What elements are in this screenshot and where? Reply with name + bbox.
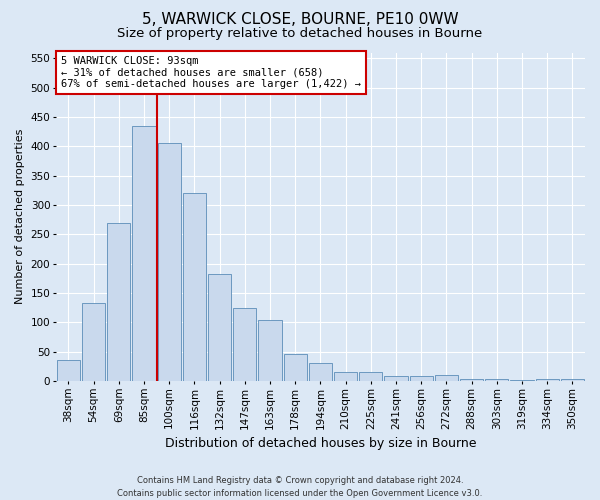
Bar: [183, 194, 206, 381]
Text: Contains HM Land Registry data © Crown copyright and database right 2024.
Contai: Contains HM Land Registry data © Crown c…: [118, 476, 482, 498]
Bar: [309, 364, 332, 381]
Bar: [82, 303, 105, 381]
Bar: [107, 222, 130, 381]
Bar: [57, 360, 80, 381]
Bar: [435, 375, 458, 381]
Bar: [385, 376, 407, 381]
Bar: [158, 144, 181, 381]
X-axis label: Distribution of detached houses by size in Bourne: Distribution of detached houses by size …: [164, 437, 476, 450]
Bar: [410, 376, 433, 381]
Bar: [511, 380, 533, 381]
Text: 5 WARWICK CLOSE: 93sqm
← 31% of detached houses are smaller (658)
67% of semi-de: 5 WARWICK CLOSE: 93sqm ← 31% of detached…: [61, 56, 361, 89]
Text: Size of property relative to detached houses in Bourne: Size of property relative to detached ho…: [118, 28, 482, 40]
Bar: [334, 372, 357, 381]
Bar: [460, 379, 483, 381]
Bar: [359, 372, 382, 381]
Bar: [561, 379, 584, 381]
Bar: [259, 320, 281, 381]
Bar: [133, 126, 155, 381]
Y-axis label: Number of detached properties: Number of detached properties: [15, 129, 25, 304]
Bar: [233, 308, 256, 381]
Bar: [284, 354, 307, 381]
Bar: [536, 379, 559, 381]
Text: 5, WARWICK CLOSE, BOURNE, PE10 0WW: 5, WARWICK CLOSE, BOURNE, PE10 0WW: [142, 12, 458, 28]
Bar: [208, 274, 231, 381]
Bar: [485, 379, 508, 381]
